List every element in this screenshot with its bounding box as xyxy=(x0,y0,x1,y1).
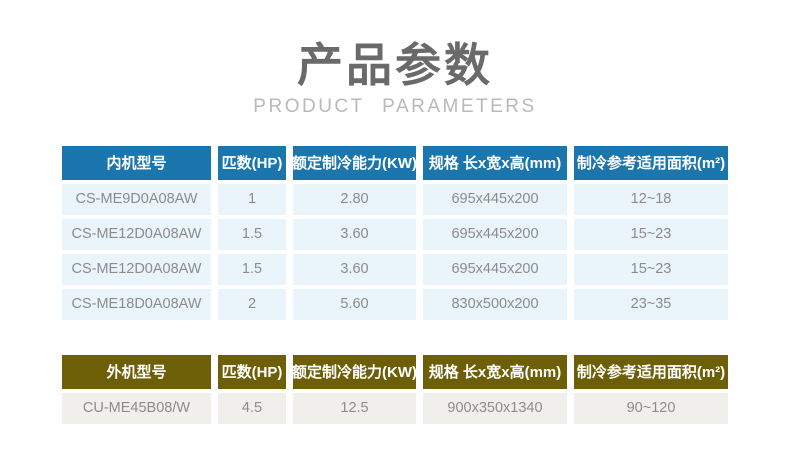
indoor-header-size: 规格 长x宽x高(mm) xyxy=(423,145,567,180)
cell-capacity: 5.60 xyxy=(293,288,416,320)
cell-hp: 1.5 xyxy=(218,253,286,285)
cell-area: 15~23 xyxy=(574,218,728,250)
indoor-header-model: 内机型号 xyxy=(62,145,211,180)
table-row: CS-ME18D0A08AW 2 5.60 830x500x200 23~35 xyxy=(62,288,728,320)
cell-capacity: 3.60 xyxy=(293,253,416,285)
cell-hp: 1.5 xyxy=(218,218,286,250)
outdoor-header-capacity: 额定制冷能力(KW) xyxy=(293,354,416,389)
cell-hp: 1 xyxy=(218,183,286,215)
outdoor-table-header-row: 外机型号 匹数(HP) 额定制冷能力(KW) 规格 长x宽x高(mm) 制冷参考… xyxy=(62,354,728,389)
cell-area: 12~18 xyxy=(574,183,728,215)
indoor-header-capacity: 额定制冷能力(KW) xyxy=(293,145,416,180)
indoor-table-header-row: 内机型号 匹数(HP) 额定制冷能力(KW) 规格 长x宽x高(mm) 制冷参考… xyxy=(62,145,728,180)
outdoor-header-hp: 匹数(HP) xyxy=(218,354,286,389)
cell-area: 90~120 xyxy=(574,392,728,424)
page-title: 产品参数 xyxy=(297,39,493,91)
cell-capacity: 12.5 xyxy=(293,392,416,424)
table-row: CS-ME12D0A08AW 1.5 3.60 695x445x200 15~2… xyxy=(62,218,728,250)
outdoor-header-area: 制冷参考适用面积(m²) xyxy=(574,354,728,389)
cell-model: CS-ME12D0A08AW xyxy=(62,253,211,285)
cell-size: 830x500x200 xyxy=(423,288,567,320)
cell-model: CS-ME9D0A08AW xyxy=(62,183,211,215)
outdoor-header-size: 规格 长x宽x高(mm) xyxy=(423,354,567,389)
cell-hp: 2 xyxy=(218,288,286,320)
indoor-header-area: 制冷参考适用面积(m²) xyxy=(574,145,728,180)
indoor-unit-table: 内机型号 匹数(HP) 额定制冷能力(KW) 规格 长x宽x高(mm) 制冷参考… xyxy=(62,145,728,320)
table-row: CU-ME45B08/W 4.5 12.5 900x350x1340 90~12… xyxy=(62,392,728,424)
cell-area: 15~23 xyxy=(574,253,728,285)
cell-area: 23~35 xyxy=(574,288,728,320)
cell-size: 695x445x200 xyxy=(423,253,567,285)
cell-capacity: 2.80 xyxy=(293,183,416,215)
table-row: CS-ME12D0A08AW 1.5 3.60 695x445x200 15~2… xyxy=(62,253,728,285)
cell-hp: 4.5 xyxy=(218,392,286,424)
cell-size: 695x445x200 xyxy=(423,218,567,250)
outdoor-unit-table: 外机型号 匹数(HP) 额定制冷能力(KW) 规格 长x宽x高(mm) 制冷参考… xyxy=(62,354,728,424)
outdoor-header-model: 外机型号 xyxy=(62,354,211,389)
page-header: 产品参数 PRODUCT PARAMETERS xyxy=(0,0,790,119)
cell-model: CU-ME45B08/W xyxy=(62,392,211,424)
page-subtitle: PRODUCT PARAMETERS xyxy=(253,96,537,118)
cell-size: 695x445x200 xyxy=(423,183,567,215)
cell-model: CS-ME18D0A08AW xyxy=(62,288,211,320)
cell-size: 900x350x1340 xyxy=(423,392,567,424)
indoor-header-hp: 匹数(HP) xyxy=(218,145,286,180)
table-row: CS-ME9D0A08AW 1 2.80 695x445x200 12~18 xyxy=(62,183,728,215)
cell-model: CS-ME12D0A08AW xyxy=(62,218,211,250)
cell-capacity: 3.60 xyxy=(293,218,416,250)
